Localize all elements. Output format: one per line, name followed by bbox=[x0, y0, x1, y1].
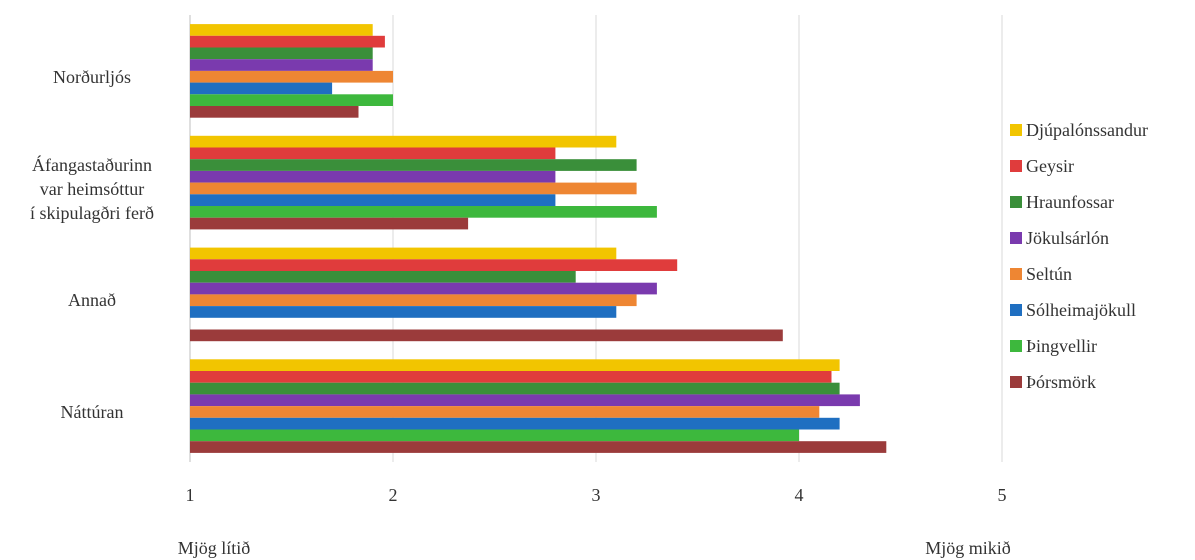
category-label-line: Náttúran bbox=[60, 402, 124, 423]
legend-label: Þórsmörk bbox=[1026, 371, 1097, 392]
bar bbox=[190, 282, 657, 295]
bar bbox=[190, 371, 832, 383]
legend-swatch bbox=[1010, 268, 1022, 280]
x-max-end-label: Mjög mikið bbox=[925, 538, 1011, 558]
bar bbox=[190, 82, 333, 95]
bar bbox=[190, 47, 373, 60]
legend: Djúpalónssandur Geysir Hraunfossar Jökulsár… bbox=[1010, 112, 1148, 400]
x-tick-label: 2 bbox=[388, 485, 398, 505]
legend-label: Djúpalónssandur bbox=[1026, 119, 1148, 140]
bar bbox=[190, 271, 576, 283]
bar bbox=[190, 382, 840, 395]
bar bbox=[190, 106, 359, 118]
bar bbox=[190, 59, 373, 71]
legend-swatch bbox=[1010, 304, 1022, 316]
bar bbox=[190, 406, 820, 418]
bar bbox=[190, 247, 617, 260]
bar bbox=[190, 182, 637, 195]
legend-swatch bbox=[1010, 340, 1022, 352]
bar bbox=[190, 170, 556, 183]
bar bbox=[190, 217, 469, 230]
category-label-line: var heimsóttur bbox=[39, 178, 145, 199]
legend-item: Þórsmörk bbox=[1010, 364, 1148, 400]
bar bbox=[190, 24, 373, 36]
legend-swatch bbox=[1010, 376, 1022, 388]
legend-label: Þingvellir bbox=[1026, 335, 1097, 356]
bar bbox=[190, 194, 556, 206]
x-tick-label: 3 bbox=[591, 485, 601, 505]
bar bbox=[190, 159, 637, 171]
bar bbox=[190, 70, 393, 83]
category-label: Náttúran bbox=[0, 400, 184, 424]
x-tick-label: 4 bbox=[794, 485, 804, 505]
legend-swatch bbox=[1010, 232, 1022, 244]
category-label-line: Annað bbox=[68, 290, 116, 311]
bar bbox=[190, 394, 860, 407]
bar bbox=[190, 306, 617, 318]
bar bbox=[190, 147, 556, 160]
bar bbox=[190, 294, 637, 307]
bar bbox=[190, 259, 678, 271]
category-label-line: í skipulagðri ferð bbox=[30, 202, 154, 223]
bar bbox=[190, 35, 385, 48]
legend-label: Geysir bbox=[1026, 155, 1074, 176]
category-label: Norðurljós bbox=[0, 65, 184, 89]
legend-item: Þingvellir bbox=[1010, 328, 1148, 364]
legend-item: Jökulsárlón bbox=[1010, 220, 1148, 256]
legend-item: Djúpalónssandur bbox=[1010, 112, 1148, 148]
x-min-end-label: Mjög lítið bbox=[177, 538, 251, 558]
bar bbox=[190, 94, 393, 106]
legend-item: Sólheimajökull bbox=[1010, 292, 1148, 328]
bar bbox=[190, 359, 840, 371]
bar bbox=[190, 417, 840, 430]
category-label-line: Norðurljós bbox=[53, 66, 131, 87]
bar bbox=[190, 206, 657, 218]
legend-label: Hraunfossar bbox=[1026, 191, 1114, 212]
bar bbox=[190, 135, 617, 148]
legend-swatch bbox=[1010, 196, 1022, 208]
bar bbox=[190, 329, 783, 342]
x-tick-label: 1 bbox=[185, 485, 195, 505]
legend-item: Seltún bbox=[1010, 256, 1148, 292]
bar bbox=[190, 441, 887, 453]
category-label: Annað bbox=[0, 288, 184, 312]
bar bbox=[190, 429, 799, 442]
legend-item: Hraunfossar bbox=[1010, 184, 1148, 220]
legend-label: Seltún bbox=[1026, 263, 1073, 284]
legend-swatch bbox=[1010, 160, 1022, 172]
legend-label: Sólheimajökull bbox=[1026, 299, 1136, 320]
category-label: Áfangastaðurinn var heimsóttur í skipulagð… bbox=[0, 153, 184, 225]
x-tick-label: 5 bbox=[997, 485, 1007, 505]
legend-swatch bbox=[1010, 124, 1022, 136]
category-label-line: Áfangastaðurinn bbox=[32, 154, 152, 175]
legend-label: Jökulsárlón bbox=[1026, 227, 1109, 248]
legend-item: Geysir bbox=[1010, 148, 1148, 184]
